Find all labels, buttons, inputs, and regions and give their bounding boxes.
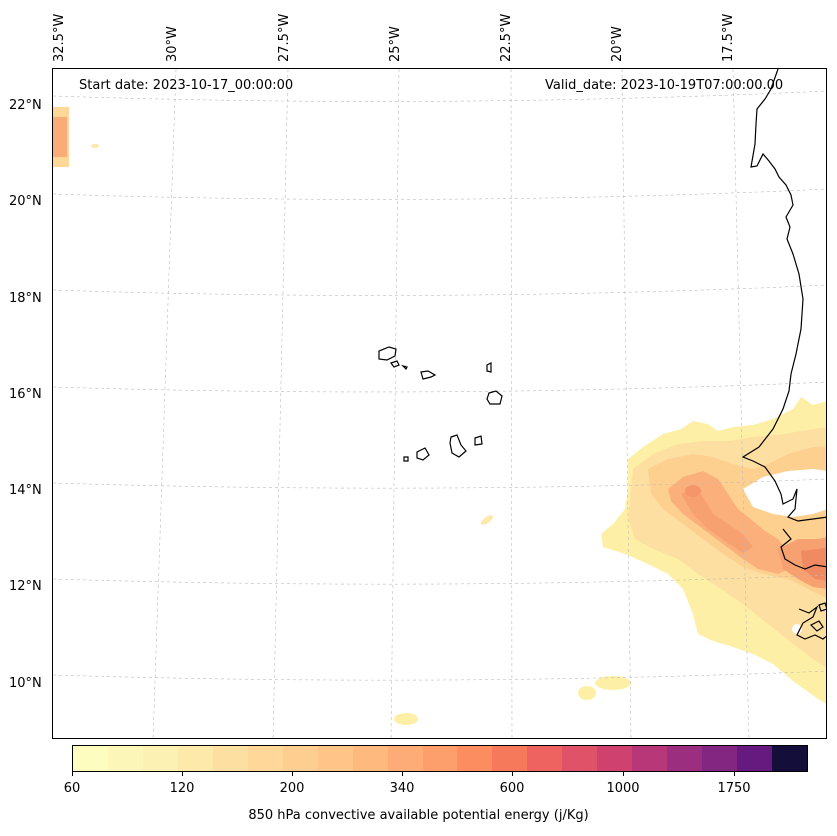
colorbar-tick-120: 120 — [169, 781, 195, 796]
colorbar-swatch — [387, 746, 423, 771]
colorbar-tickmark-120 — [182, 772, 183, 776]
colorbar-swatch — [317, 746, 353, 771]
map-canvas — [53, 69, 826, 738]
colorbar-tickmark-1750 — [734, 772, 735, 776]
colorbar-swatch — [177, 746, 213, 771]
colorbar-swatch — [247, 746, 283, 771]
graticule — [53, 69, 826, 738]
lat-label-16n: 16°N — [9, 387, 42, 402]
valid-date-label: Valid_date: 2023-10-19T07:00:00.00 — [545, 78, 784, 93]
colorbar-tickmark-1000 — [623, 772, 624, 776]
colorbar-swatch — [632, 746, 668, 771]
lon-label-22-5w: 22.5°W — [499, 13, 514, 62]
colorbar-swatch — [107, 746, 143, 771]
colorbar-swatch — [702, 746, 738, 771]
colorbar-swatch — [492, 746, 528, 771]
colorbar-tick-200: 200 — [279, 781, 305, 796]
cape-field-northwest — [53, 107, 99, 167]
map-panel — [52, 68, 827, 739]
lon-label-30w: 30°W — [165, 26, 180, 62]
colorbar-tick-1000: 1000 — [606, 781, 640, 796]
colorbar-swatch — [457, 746, 493, 771]
lat-label-12n: 12°N — [9, 579, 42, 594]
lon-label-27-5w: 27.5°W — [277, 13, 292, 62]
colorbar-tickmark-60 — [72, 772, 73, 776]
colorbar-swatch — [73, 746, 108, 771]
colorbar-label: 850 hPa convective available potential e… — [248, 808, 589, 823]
colorbar-swatch — [667, 746, 703, 771]
colorbar-tick-340: 340 — [389, 781, 415, 796]
lat-label-20n: 20°N — [9, 194, 42, 209]
colorbar-tickmark-600 — [512, 772, 513, 776]
cape-verde-islands — [378, 346, 503, 462]
colorbar-swatch — [527, 746, 563, 771]
colorbar-swatch — [422, 746, 458, 771]
colorbar-tick-60: 60 — [63, 781, 81, 796]
lon-label-32-5w: 32.5°W — [52, 13, 67, 62]
africa-coastline — [741, 69, 826, 640]
colorbar-swatch — [772, 746, 808, 771]
start-date-label: Start date: 2023-10-17_00:00:00 — [79, 78, 294, 93]
colorbar-tick-1750: 1750 — [717, 781, 751, 796]
colorbar-tickmark-340 — [402, 772, 403, 776]
lat-label-22n: 22°N — [9, 98, 42, 113]
lon-label-20w: 20°W — [610, 26, 625, 62]
colorbar-swatch — [142, 746, 178, 771]
colorbar-tick-600: 600 — [499, 781, 525, 796]
colorbar — [72, 745, 808, 772]
lat-label-10n: 10°N — [9, 676, 42, 691]
colorbar-swatch — [212, 746, 248, 771]
colorbar-swatch — [562, 746, 598, 771]
lon-label-17-5w: 17.5°W — [721, 13, 736, 62]
colorbar-swatch — [282, 746, 318, 771]
lat-label-18n: 18°N — [9, 291, 42, 306]
colorbar-tickmark-200 — [292, 772, 293, 776]
lat-label-14n: 14°N — [9, 483, 42, 498]
colorbar-swatch — [597, 746, 633, 771]
colorbar-swatch — [352, 746, 388, 771]
colorbar-swatch — [737, 746, 773, 771]
cape-field-southeast — [394, 397, 826, 725]
lon-label-25w: 25°W — [388, 26, 403, 62]
